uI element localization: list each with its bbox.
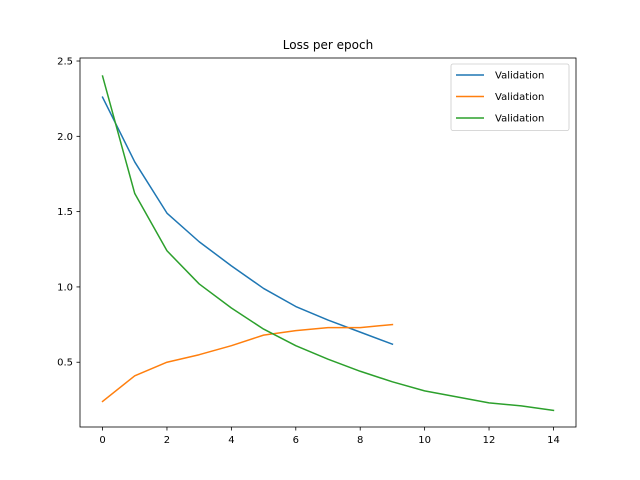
x-tick-label: 0 — [99, 435, 105, 446]
series-line-2 — [101, 75, 555, 412]
series-line-1 — [101, 323, 394, 403]
series-line-0 — [101, 96, 394, 346]
x-tick-label: 8 — [357, 435, 363, 446]
x-tick-label: 2 — [164, 435, 170, 446]
plot-area: 0 2 4 6 8 10 12 14 0.5 1.0 1.5 2.0 2.5 — [57, 57, 577, 446]
legend-frame — [450, 63, 570, 131]
x-tick-label: 4 — [228, 435, 234, 446]
y-tick-label: 1.0 — [57, 282, 73, 293]
chart-title: Loss per epoch — [283, 38, 373, 52]
x-tick-label: 10 — [418, 435, 431, 446]
legend-label-1: Validation — [495, 92, 544, 103]
x-tick-label: 12 — [483, 435, 496, 446]
x-tick-label: 6 — [293, 435, 299, 446]
y-tick-label: 1.5 — [57, 207, 73, 218]
legend-label-2: Validation — [495, 114, 544, 125]
legend-label-0: Validation — [495, 71, 544, 82]
y-tick-label: 2.5 — [57, 57, 73, 68]
x-tick-label: 14 — [547, 435, 560, 446]
legend: Validation Validation Validation — [450, 63, 570, 131]
axes-frame — [79, 57, 577, 428]
y-tick-label: 2.0 — [57, 132, 73, 143]
y-tick-label: 0.5 — [57, 358, 73, 369]
